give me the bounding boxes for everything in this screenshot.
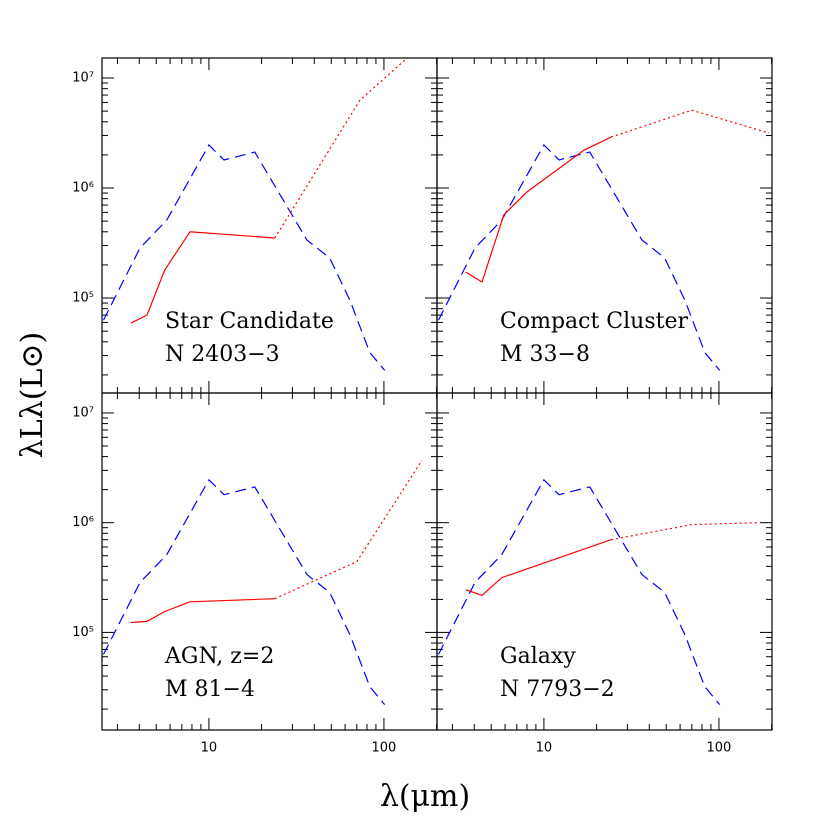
annotation: N 7793−2 [500,677,615,702]
y-tick-label: 10⁵ [72,625,94,640]
annotation: N 2403−3 [165,342,280,367]
panel-frame [436,57,773,394]
y-tick-label: 10⁵ [72,291,94,306]
y-tick-label: 10⁶ [72,181,94,196]
series-line [610,522,760,541]
annotation: M 33−8 [500,342,590,367]
y-tick-label: 10⁷ [72,71,94,86]
y-tick-label: 10⁶ [72,515,94,530]
series-line [437,478,721,705]
x-tick-label: 100 [707,741,732,756]
panel-frame [436,392,773,731]
series-line [102,144,386,371]
series-line [102,478,386,705]
annotation: M 81−4 [165,677,255,702]
x-tick-label: 100 [372,741,397,756]
x-tick-label: 10 [201,741,218,756]
panel-frame [101,392,438,731]
annotation: Compact Cluster [500,309,688,334]
series-line [274,59,406,239]
series-line [130,231,275,324]
series-line [437,144,721,371]
annotation: Galaxy [500,644,576,669]
series-line [610,109,770,138]
x-tick-label: 10 [536,741,553,756]
y-tick-label: 10⁷ [72,405,94,420]
series-line [465,136,612,283]
series-line [274,459,423,600]
x-axis-label: λ(μm) [380,779,470,814]
annotation: AGN, z=2 [164,644,274,669]
annotation: Star Candidate [165,309,334,334]
series-line [130,598,275,624]
series-line [465,539,612,597]
y-axis-label: λLλ(L⊙) [15,332,50,458]
